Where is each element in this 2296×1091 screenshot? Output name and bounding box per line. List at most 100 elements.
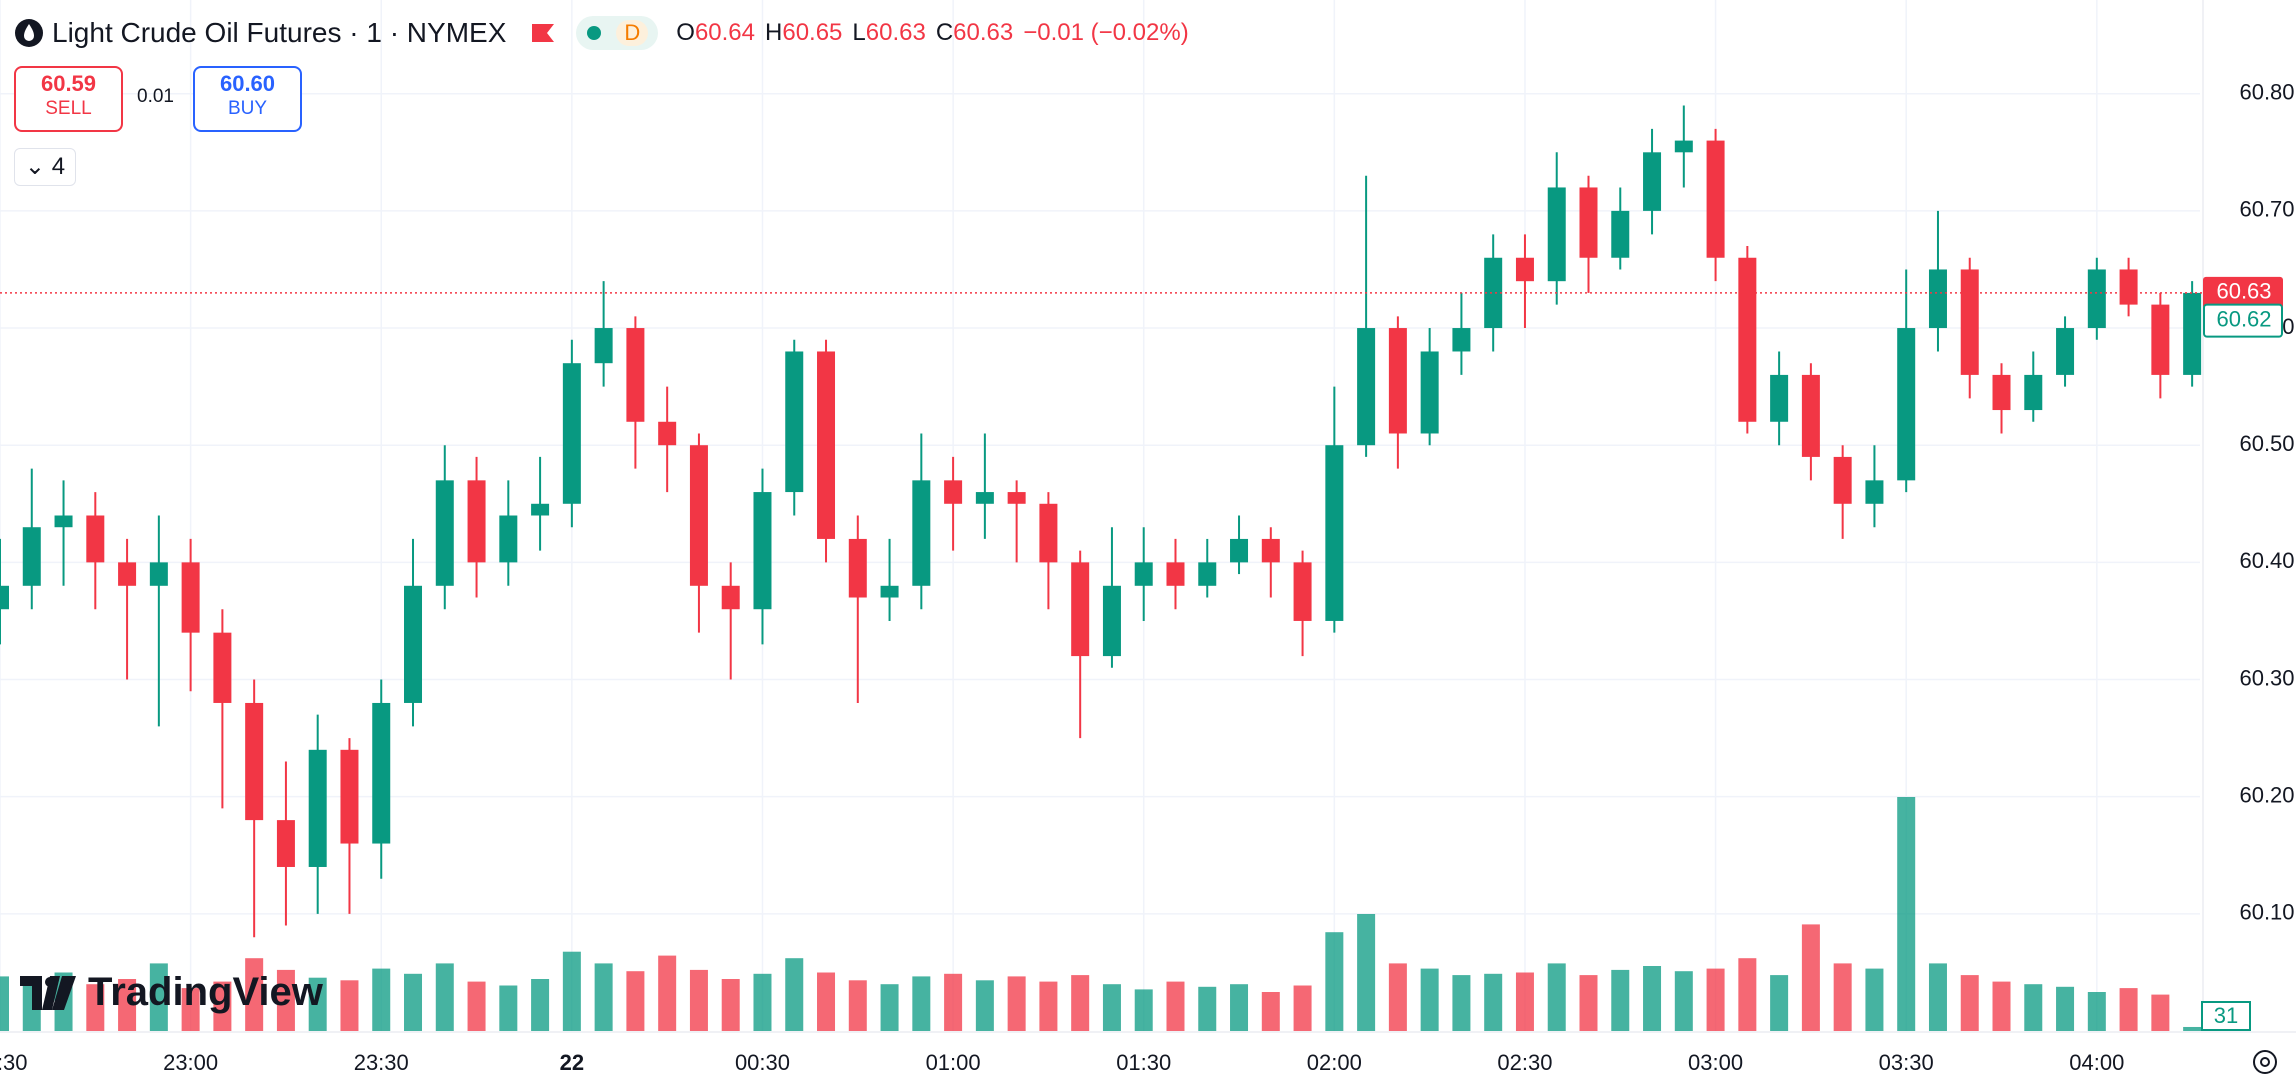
volume-bar [1293, 985, 1312, 1031]
candle-body [404, 585, 423, 703]
candle-body [1166, 562, 1185, 586]
volume-bar [2151, 994, 2170, 1031]
sell-button[interactable]: 60.59 SELL [14, 66, 123, 132]
candle-body [721, 585, 740, 610]
status-dot [587, 26, 602, 40]
candle-body [689, 445, 708, 586]
volume-bar [1992, 981, 2011, 1031]
ohlc-value: 60.64 [694, 19, 755, 46]
candle-body [276, 820, 295, 867]
volume-bar [181, 988, 200, 1031]
candle-body [1897, 328, 1916, 481]
volume-bar [1325, 932, 1344, 1031]
volume-bar [1801, 924, 1820, 1031]
ohlc-key: C [935, 19, 954, 46]
candle-body [1134, 562, 1153, 586]
volume-bar [594, 963, 613, 1031]
volume-bar [1388, 963, 1407, 1031]
candle-body [594, 328, 613, 364]
volume-bar [1515, 972, 1534, 1031]
y-tick-label: 60.40 [2239, 548, 2294, 573]
volume-bar [0, 976, 9, 1031]
candle-body [54, 515, 73, 528]
candle-body [1039, 503, 1058, 563]
candle-body [1325, 445, 1344, 621]
volume-bar [975, 980, 994, 1031]
candle-body [1230, 538, 1249, 563]
volume-bar [658, 955, 677, 1031]
y-tick-label: 60.50 [2239, 431, 2294, 456]
volume-bar [848, 980, 867, 1031]
volume-bar [276, 969, 295, 1031]
candle-body [1007, 492, 1026, 504]
change: −0.01 (−0.02%) [1023, 19, 1189, 46]
sell-label: SELL [45, 98, 92, 119]
volume-bar [1198, 986, 1217, 1031]
status-pill[interactable]: D [576, 16, 659, 50]
candle-body [1833, 456, 1852, 504]
volume-bar [1770, 975, 1789, 1031]
volume-bar [118, 979, 137, 1031]
candle-body [2087, 269, 2106, 329]
ohlc-key: H [765, 19, 783, 46]
volume-bar [1928, 963, 1947, 1031]
y-tick-label: 60.20 [2239, 782, 2294, 807]
volume-bar [1738, 958, 1757, 1031]
volume-bar [1643, 966, 1662, 1031]
volume-bar [1960, 975, 1979, 1031]
flag-icon[interactable] [530, 21, 556, 45]
candle-body [975, 492, 994, 504]
candle-body [1102, 585, 1121, 657]
candle-body [372, 702, 391, 844]
volume-bar [213, 981, 232, 1031]
candle-body [2183, 292, 2202, 375]
volume-value-box [2201, 1001, 2251, 1031]
candle-body [1960, 269, 1979, 375]
volume-bar [308, 977, 327, 1031]
symbol-title[interactable]: Light Crude Oil Futures · 1 · NYMEX [52, 17, 507, 48]
candle-body [1261, 538, 1280, 563]
settings-icon[interactable] [2253, 1050, 2277, 1074]
volume-bar [1674, 971, 1693, 1031]
candle-body [817, 351, 836, 539]
buy-price: 60.60 [219, 71, 276, 96]
volume-bar [689, 969, 708, 1031]
candle-body [1547, 187, 1566, 282]
x-tick-label: 03:30 [1879, 1050, 1934, 1075]
volume-bar [1484, 973, 1503, 1031]
ohlc-legend: O60.64 H60.65 L60.63 C60.63 [676, 19, 1023, 47]
x-tick-label: 04:00 [2069, 1050, 2124, 1075]
last-price-box [2203, 276, 2283, 309]
volume-bar [149, 963, 168, 1031]
candle-body [181, 562, 200, 633]
volume-bar [1166, 981, 1185, 1031]
volume-bar [817, 972, 836, 1031]
volume-bar [1357, 914, 1376, 1031]
volume-bar [880, 984, 899, 1031]
symbol-icon [15, 19, 43, 47]
candle-body [2151, 304, 2170, 375]
ohlc-value: 60.65 [782, 19, 843, 46]
ohlc-key: L [852, 19, 866, 46]
candle-body [467, 480, 486, 563]
volume-bar [721, 979, 740, 1031]
candle-body [245, 702, 264, 821]
volume-bar [1039, 981, 1058, 1031]
bid-price-label: 60.62 [2216, 306, 2271, 331]
volume-bar [1134, 989, 1153, 1031]
candle-body [1706, 140, 1725, 258]
y-tick-label: 60.30 [2239, 665, 2294, 690]
buy-button[interactable]: 60.60 BUY [193, 66, 302, 132]
logo-mark [20, 975, 76, 1010]
candle-body [2024, 374, 2043, 411]
indicators-count: 4 [51, 153, 66, 180]
x-tick-label: 00:30 [735, 1050, 790, 1075]
candle-body [118, 562, 137, 586]
ohlc-value: 60.63 [953, 19, 1014, 46]
spread: 0.01 [137, 86, 174, 107]
indicators-toggle[interactable]: ⌄ 4 [14, 148, 76, 186]
volume-bar [1833, 963, 1852, 1031]
x-tick-label: 02:30 [1497, 1050, 1552, 1075]
